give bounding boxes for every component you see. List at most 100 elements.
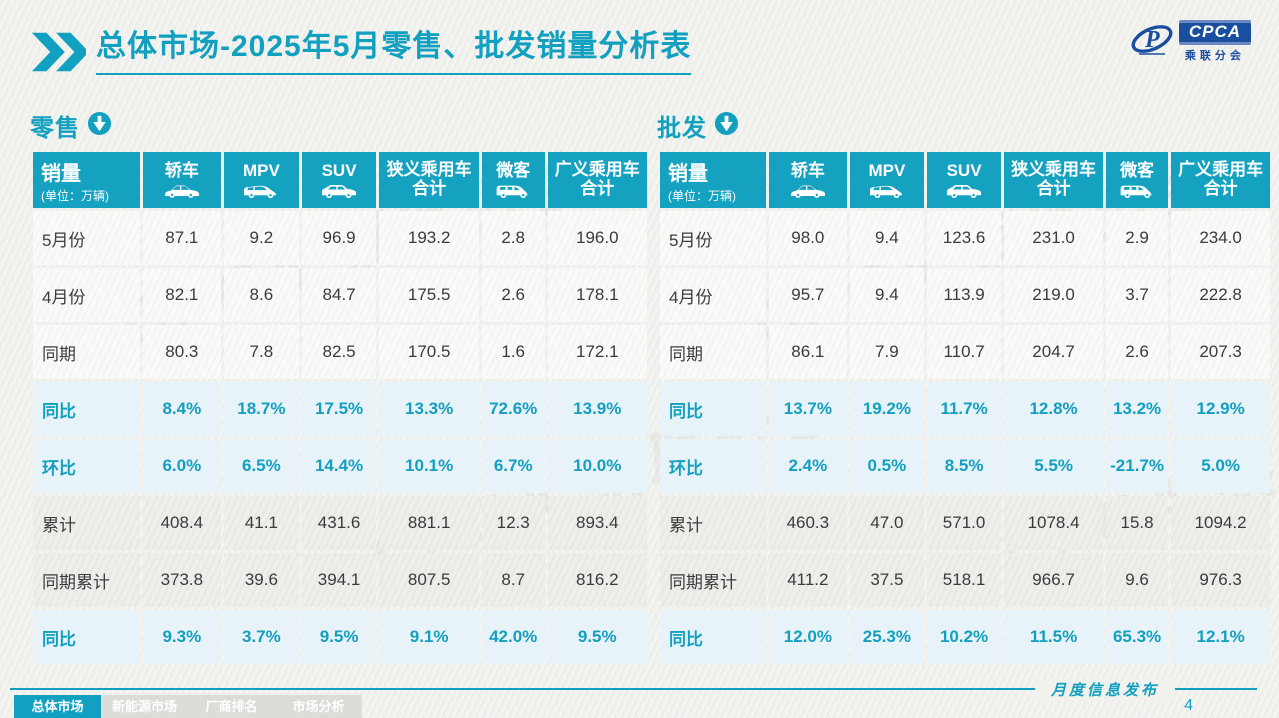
wholesale-section: 批发 销量 (单位：万辆) 轿车 MPV SUV 狭 bbox=[657, 108, 1273, 667]
svg-text:P: P bbox=[1144, 27, 1160, 53]
wholesale-heading: 批发 bbox=[657, 115, 707, 142]
row-april: 4月份 82.1 8.6 84.7 175.5 2.6 178.1 bbox=[33, 268, 647, 322]
table-cell: 881.1 bbox=[379, 496, 479, 550]
table-cell: 9.4 bbox=[849, 211, 924, 265]
table-header-row: 销量 (单位：万辆) 轿车 MPV SUV 狭义乘用车 合计 微客 广义乘用车 合计 bbox=[33, 152, 647, 208]
table-cell: 807.5 bbox=[379, 553, 479, 607]
column-header-microvan: 微客 bbox=[1105, 152, 1169, 208]
column-header-mpv: MPV bbox=[224, 152, 299, 208]
down-arrow-circle-icon bbox=[714, 111, 739, 141]
table-cell: 431.6 bbox=[301, 496, 377, 550]
tab-manufacturer-ranking[interactable]: 厂商排名 bbox=[188, 695, 275, 718]
column-header-broad-pv-total: 广义乘用车 合计 bbox=[1171, 152, 1270, 208]
page-title: 总体市场-2025年5月零售、批发销量分析表 bbox=[96, 30, 692, 75]
column-header-sedan: 轿车 bbox=[768, 152, 847, 208]
row-april: 4月份 95.7 9.4 113.9 219.0 3.7 222.8 bbox=[660, 268, 1270, 322]
table-cell: 12.0% bbox=[768, 610, 847, 664]
row-label: 同比 bbox=[33, 382, 140, 436]
table-cell: 3.7 bbox=[1105, 268, 1169, 322]
table-cell: 460.3 bbox=[768, 496, 847, 550]
table-cell: 571.0 bbox=[926, 496, 1002, 550]
footer-tabs: 总体市场 新能源市场 厂商排名 市场分析 bbox=[14, 695, 362, 718]
table-cell: 9.5% bbox=[301, 610, 377, 664]
table-cell: 9.2 bbox=[224, 211, 299, 265]
row-cumulative: 累计 460.3 47.0 571.0 1078.4 15.8 1094.2 bbox=[660, 496, 1270, 550]
table-cell: 95.7 bbox=[768, 268, 847, 322]
sales-label: 销量 bbox=[668, 162, 708, 185]
row-label: 环比 bbox=[33, 439, 140, 493]
row-label: 同期 bbox=[660, 325, 766, 379]
table-cell: 207.3 bbox=[1171, 325, 1270, 379]
table-cell: 13.7% bbox=[768, 382, 847, 436]
tab-market-analysis[interactable]: 市场分析 bbox=[275, 695, 362, 718]
table-cell: 2.8 bbox=[481, 211, 545, 265]
column-label: 广义乘用车 合计 bbox=[1178, 160, 1264, 198]
table-cell: 80.3 bbox=[142, 325, 221, 379]
table-cell: 11.5% bbox=[1004, 610, 1103, 664]
table-cell: 65.3% bbox=[1105, 610, 1169, 664]
table-cell: 9.1% bbox=[379, 610, 479, 664]
table-cell: 5.5% bbox=[1004, 439, 1103, 493]
mpv-icon bbox=[850, 183, 924, 198]
microvan-icon bbox=[1106, 183, 1168, 198]
table-cell: 518.1 bbox=[926, 553, 1002, 607]
cpca-swoosh-icon: P bbox=[1129, 20, 1175, 67]
table-cell: 15.8 bbox=[1105, 496, 1169, 550]
column-header-suv: SUV bbox=[926, 152, 1002, 208]
table-cell: 82.1 bbox=[142, 268, 221, 322]
column-label: 狭义乘用车 合计 bbox=[386, 160, 472, 198]
table-cell: 8.5% bbox=[926, 439, 1002, 493]
table-cell: 10.2% bbox=[926, 610, 1002, 664]
table-cell: 3.7% bbox=[224, 610, 299, 664]
table-cell: 42.0% bbox=[481, 610, 545, 664]
row-label: 5月份 bbox=[33, 211, 140, 265]
tab-overall-market[interactable]: 总体市场 bbox=[14, 695, 101, 718]
row-label: 累计 bbox=[660, 496, 766, 550]
double-chevron-icon bbox=[30, 32, 89, 77]
table-cell: 411.2 bbox=[768, 553, 847, 607]
table-cell: 2.6 bbox=[1105, 325, 1169, 379]
sales-unit: (单位：万辆) bbox=[41, 188, 109, 203]
column-header-sedan: 轿车 bbox=[142, 152, 221, 208]
column-label: MPV bbox=[868, 161, 906, 181]
table-cell: 9.4 bbox=[849, 268, 924, 322]
table-cell: 2.6 bbox=[481, 268, 545, 322]
table-cell: 17.5% bbox=[301, 382, 377, 436]
row-label: 同期 bbox=[33, 325, 140, 379]
column-label: 微客 bbox=[1120, 161, 1155, 181]
table-cell: 41.1 bbox=[224, 496, 299, 550]
table-cell: 98.0 bbox=[768, 211, 847, 265]
table-cell: 8.4% bbox=[142, 382, 221, 436]
table-cell: 10.1% bbox=[379, 439, 479, 493]
column-header-narrow-pv-total: 狭义乘用车 合计 bbox=[1004, 152, 1103, 208]
table-cell: 196.0 bbox=[547, 211, 647, 265]
row-label: 同比 bbox=[660, 382, 766, 436]
column-label: SUV bbox=[321, 161, 357, 181]
table-cell: 123.6 bbox=[926, 211, 1002, 265]
column-header-broad-pv-total: 广义乘用车 合计 bbox=[547, 152, 647, 208]
cpca-logo: P CPCA 乘联分会 bbox=[1129, 20, 1251, 67]
mpv-icon bbox=[224, 183, 299, 198]
row-cumulative-yoy: 同比 9.3% 3.7% 9.5% 9.1% 42.0% 9.5% bbox=[33, 610, 647, 664]
table-cell: 373.8 bbox=[142, 553, 221, 607]
table-cell: 47.0 bbox=[849, 496, 924, 550]
table-cell: 13.9% bbox=[547, 382, 647, 436]
table-cell: 11.7% bbox=[926, 382, 1002, 436]
table-header-row: 销量 (单位：万辆) 轿车 MPV SUV 狭义乘用车 合计 微客 广义乘用车 合计 bbox=[660, 152, 1270, 208]
tab-nev-market[interactable]: 新能源市场 bbox=[101, 695, 188, 718]
table-cell: 13.3% bbox=[379, 382, 479, 436]
table-cell: 976.3 bbox=[1171, 553, 1270, 607]
column-label: MPV bbox=[242, 161, 280, 181]
column-label: 轿车 bbox=[790, 161, 825, 181]
row-same-period: 同期 80.3 7.8 82.5 170.5 1.6 172.1 bbox=[33, 325, 647, 379]
table-cell: 816.2 bbox=[547, 553, 647, 607]
row-label: 同比 bbox=[660, 610, 766, 664]
retail-section: 零售 销量 (单位：万辆) 轿车 MPV SUV 狭 bbox=[30, 108, 650, 667]
table-cell: 193.2 bbox=[379, 211, 479, 265]
table-cell: 14.4% bbox=[301, 439, 377, 493]
column-label: 狭义乘用车 合计 bbox=[1011, 160, 1097, 198]
title-row: 总体市场-2025年5月零售、批发销量分析表 bbox=[30, 30, 692, 77]
table-cell: 37.5 bbox=[849, 553, 924, 607]
table-cell: 19.2% bbox=[849, 382, 924, 436]
